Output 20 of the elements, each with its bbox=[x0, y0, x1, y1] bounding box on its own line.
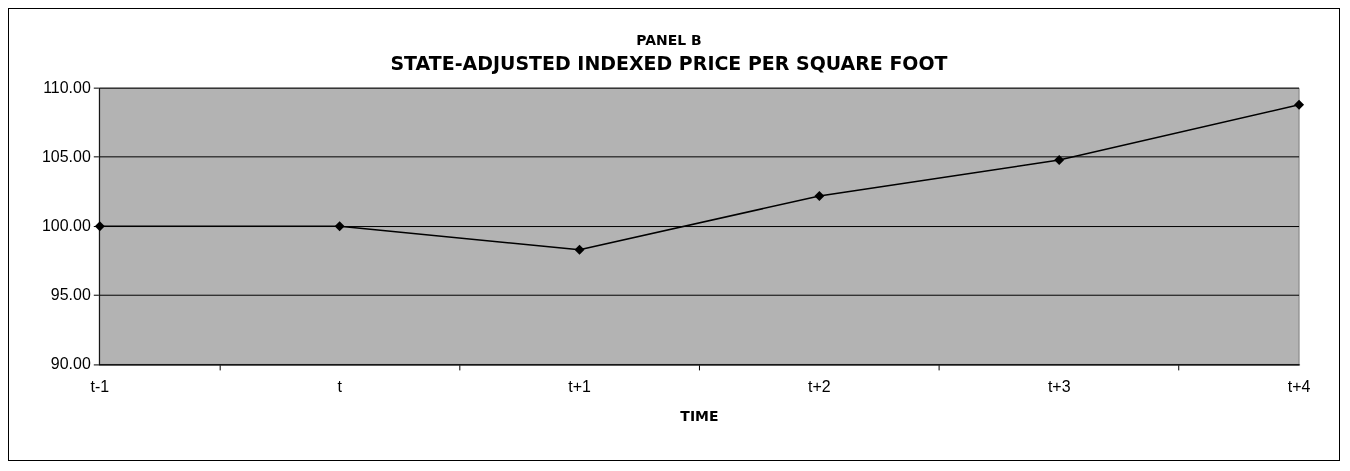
y-tick-label: 95.00 bbox=[50, 285, 91, 303]
point bbox=[1054, 155, 1065, 166]
point bbox=[814, 190, 825, 201]
point bbox=[334, 221, 345, 232]
y-tick-label: 105.00 bbox=[41, 147, 91, 165]
y-tick-label: 90.00 bbox=[50, 354, 91, 372]
x-tick-label: t bbox=[337, 378, 343, 396]
y-tick-label: 110.00 bbox=[43, 78, 91, 96]
x-tick-label: t+3 bbox=[1047, 378, 1071, 396]
point bbox=[94, 221, 105, 232]
x-tick-label: t+1 bbox=[568, 378, 591, 396]
x-tick-label: t-1 bbox=[90, 378, 110, 396]
point bbox=[574, 244, 585, 255]
x-tick-label: t+2 bbox=[808, 378, 831, 396]
x-tick-label: t+4 bbox=[1287, 378, 1311, 396]
y-tick-label: 100.00 bbox=[41, 216, 91, 234]
x-axis-title: TIME bbox=[680, 408, 719, 425]
point bbox=[1294, 99, 1305, 110]
chart-subtitle: STATE-ADJUSTED INDEXED PRICE PER SQUARE FOOT bbox=[390, 51, 948, 74]
chart-title: PANEL B bbox=[636, 31, 702, 48]
